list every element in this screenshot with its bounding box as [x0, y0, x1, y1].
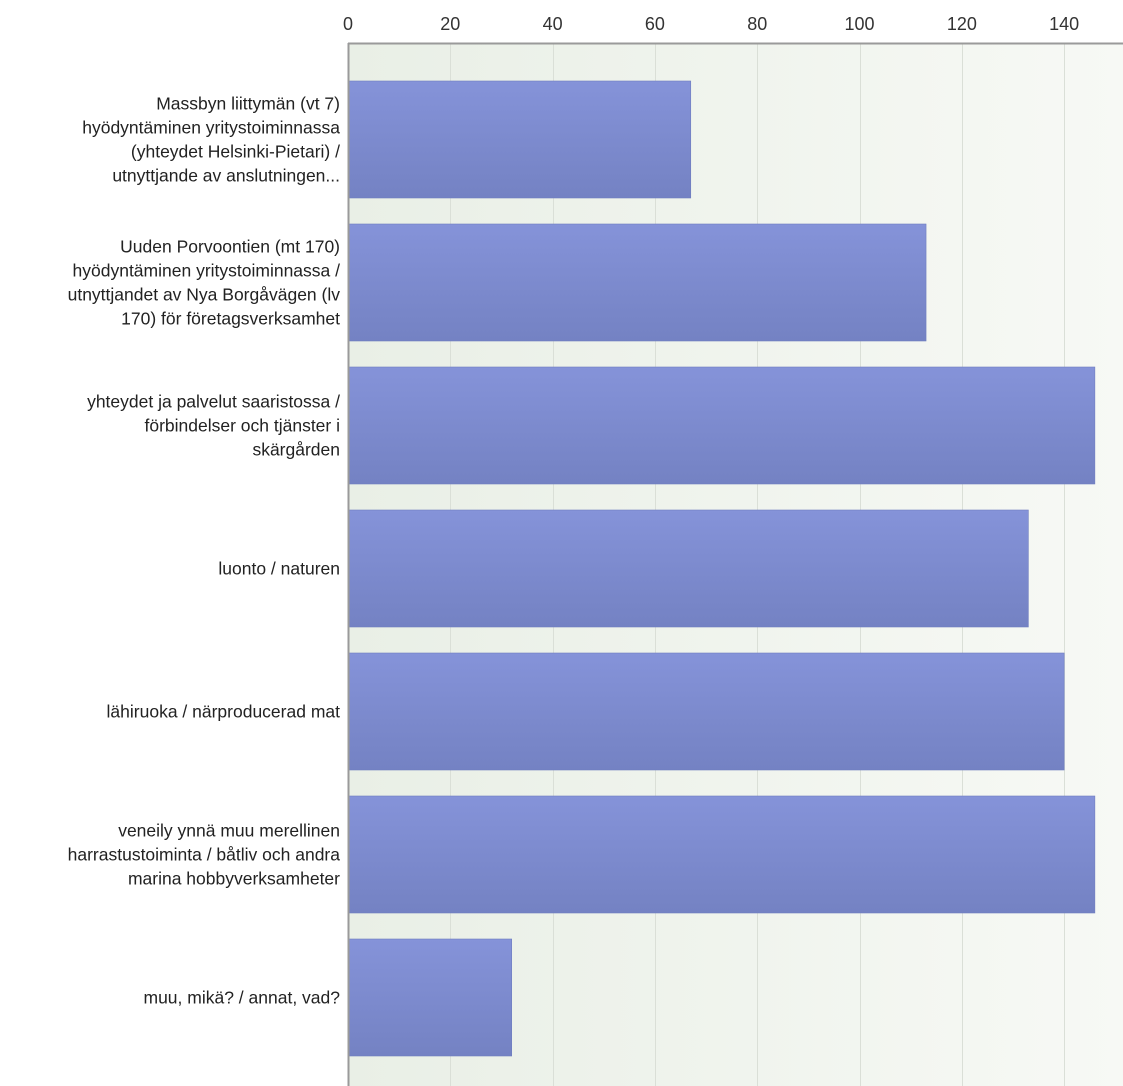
category-label: muu, mikä? / annat, vad?	[144, 988, 341, 1008]
category-label-line: luonto / naturen	[218, 559, 340, 579]
x-tick-label: 100	[845, 14, 875, 34]
category-label-line: hyödyntäminen yritystoiminnassa /	[73, 261, 341, 281]
category-label-line: utnyttjande av anslutningen...	[112, 166, 340, 186]
category-label-line: veneily ynnä muu merellinen	[118, 821, 340, 841]
category-labels: Massbyn liittymän (vt 7) hyödyntäminen yr…	[68, 94, 341, 1008]
axes	[347, 42, 1123, 1086]
x-tick-labels: 0 20 40 60 80 100 120 140	[343, 14, 1079, 34]
category-label: lähiruoka / närproducerad mat	[107, 702, 341, 722]
category-label-line: lähiruoka / närproducerad mat	[107, 702, 341, 722]
bars	[347, 80, 1096, 1057]
category-label-line: yhteydet ja palvelut saaristossa /	[87, 392, 340, 412]
category-label-line: Uuden Porvoontien (mt 170)	[120, 237, 340, 257]
x-tick-label: 0	[343, 14, 353, 34]
x-tick-label: 140	[1049, 14, 1079, 34]
category-label-line: marina hobbyverksamheter	[128, 869, 340, 889]
category-label: Uuden Porvoontien (mt 170) hyödyntäminen …	[68, 237, 341, 329]
category-label: luonto / naturen	[218, 559, 340, 579]
category-label: veneily ynnä muu merellinen harrastustoim…	[68, 821, 341, 889]
x-tick-label: 20	[440, 14, 460, 34]
category-label-line: muu, mikä? / annat, vad?	[144, 988, 341, 1008]
category-label-line: förbindelser och tjänster i	[144, 416, 340, 436]
category-label-line: 170) för företagsverksamhet	[121, 309, 340, 329]
category-label-line: hyödyntäminen yritystoiminnassa	[82, 118, 340, 138]
x-tick-label: 40	[543, 14, 563, 34]
bar	[347, 223, 927, 342]
category-label: Massbyn liittymän (vt 7) hyödyntäminen yr…	[82, 94, 340, 186]
x-tick-label: 80	[747, 14, 767, 34]
category-label-line: skärgården	[252, 440, 340, 460]
bar	[347, 509, 1029, 628]
x-tick-label: 60	[645, 14, 665, 34]
category-label-line: (yhteydet Helsinki-Pietari) /	[131, 142, 340, 162]
x-tick-label: 120	[947, 14, 977, 34]
category-label-line: Massbyn liittymän (vt 7)	[156, 94, 340, 114]
bar	[347, 366, 1096, 485]
category-label: yhteydet ja palvelut saaristossa / förbin…	[87, 392, 340, 460]
bar	[347, 652, 1065, 771]
bar	[347, 938, 512, 1057]
category-label-line: utnyttjandet av Nya Borgåvägen (lv	[68, 285, 341, 305]
bar	[347, 795, 1096, 914]
bar	[347, 80, 692, 199]
category-label-line: harrastustoiminta / båtliv och andra	[68, 845, 341, 865]
